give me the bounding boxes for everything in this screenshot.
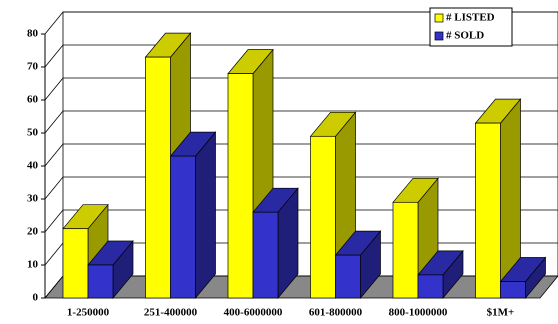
y-tick-label: 80 <box>27 28 39 40</box>
bar-front <box>500 281 526 299</box>
bar-front <box>145 56 171 299</box>
legend-box <box>429 7 513 47</box>
bar <box>417 249 464 299</box>
y-tick-label: 20 <box>27 226 39 238</box>
legend-swatch <box>434 13 444 23</box>
legend: # LISTED # SOLD <box>429 7 513 47</box>
bar-front <box>87 264 114 299</box>
bar-front <box>417 274 444 299</box>
x-tick-label: 400-6000000 <box>224 307 283 319</box>
grid-line <box>44 11 558 35</box>
bar <box>474 98 522 299</box>
bar-front <box>475 122 501 299</box>
grid-line <box>44 77 558 101</box>
bar-front <box>170 155 196 299</box>
x-tick-label: $1M+ <box>487 307 515 319</box>
y-tick-label: 50 <box>27 127 39 139</box>
grid-line <box>44 110 558 134</box>
bar <box>169 131 217 299</box>
bar <box>499 256 547 299</box>
x-tick-label: 251-400000 <box>144 307 198 319</box>
legend-label: # SOLD <box>446 30 484 42</box>
bar-front <box>310 135 336 299</box>
bar-front <box>62 228 89 299</box>
x-tick-label: 800-1000000 <box>389 307 448 319</box>
bar-side <box>195 131 216 299</box>
x-tick-label: 601-800000 <box>309 307 363 319</box>
bar <box>252 187 299 299</box>
y-tick-label: 0 <box>33 292 39 304</box>
y-tick-label: 40 <box>27 160 39 172</box>
x-tick-label: 1-250000 <box>67 307 110 319</box>
grid-line <box>44 44 558 68</box>
bar <box>334 230 382 299</box>
bar-front <box>392 201 419 299</box>
y-tick-label: 10 <box>27 259 39 271</box>
bar <box>87 240 134 299</box>
bar-front <box>335 254 361 299</box>
y-tick-label: 30 <box>27 193 39 205</box>
bar-front <box>252 211 279 299</box>
y-tick-label: 70 <box>27 61 39 73</box>
y-tick-label: 60 <box>27 94 39 106</box>
grid-line <box>44 143 558 167</box>
grid-line <box>44 176 558 200</box>
bar-front <box>227 73 254 299</box>
legend-swatch <box>434 31 444 41</box>
legend-label: # LISTED <box>446 12 495 24</box>
